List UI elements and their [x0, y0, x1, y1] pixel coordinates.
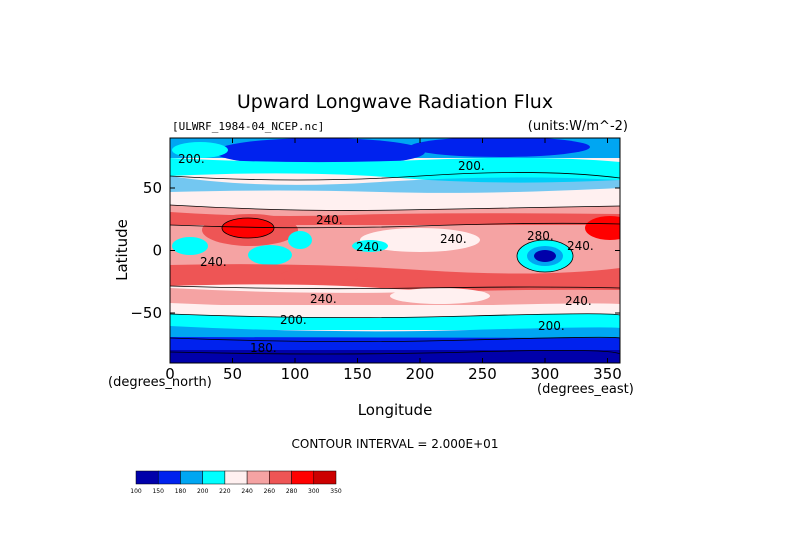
contour-label: 240. — [200, 255, 227, 269]
y-unit-label: (degrees_north) — [108, 375, 212, 390]
contour-interval-label: CONTOUR INTERVAL = 2.000E+01 — [292, 437, 499, 451]
x-unit-label: (degrees_east) — [537, 382, 634, 397]
colorbar-level-label: 180 — [175, 488, 187, 495]
contour-label: 200. — [178, 152, 205, 166]
contour-label: 240. — [310, 292, 337, 306]
colorbar-level-label: 240 — [241, 488, 253, 495]
x-tick-label: 100 — [281, 365, 310, 383]
contour-label: 240. — [567, 239, 594, 253]
contour-label: 200. — [538, 319, 565, 333]
contour-label: 200. — [280, 313, 307, 327]
y-tick-label: −50 — [130, 304, 162, 322]
x-axis-title: Longitude — [358, 401, 433, 419]
colorbar-swatch — [180, 470, 203, 485]
colorbar-level-label: 100 — [130, 488, 142, 495]
contour-label: 240. — [565, 294, 592, 308]
x-tick-label: 250 — [468, 365, 497, 383]
colorbar-level-label: 350 — [330, 488, 342, 495]
contour-label: 240. — [316, 213, 343, 227]
contour-label: 200. — [458, 159, 485, 173]
colorbar-level-label: 260 — [264, 488, 276, 495]
colorbar-swatch — [135, 470, 159, 485]
y-axis-title: Latitude — [113, 219, 131, 281]
colorbar-swatch — [202, 470, 226, 485]
colorbar-swatch — [291, 470, 315, 485]
x-tick-label: 0 — [165, 365, 175, 383]
colorbar-swatch — [269, 470, 292, 485]
colorbar-swatch — [313, 470, 337, 485]
contour-label: 240. — [440, 232, 467, 246]
source-label: [ULWRF_1984-04_NCEP.nc] — [172, 120, 324, 133]
x-tick-label: 50 — [223, 365, 242, 383]
colorbar-level-label: 220 — [219, 488, 231, 495]
x-tick-label: 300 — [531, 365, 560, 383]
colorbar-level-label: 150 — [152, 488, 164, 495]
units-label: (units:W/m^-2) — [528, 119, 628, 134]
colorbar-swatch — [246, 470, 270, 485]
x-axis: 0 50 100 150 200 250 300 350 — [165, 138, 622, 383]
y-tick-label: 50 — [143, 179, 162, 197]
chart-title: Upward Longwave Radiation Flux — [237, 91, 553, 113]
colorbar-level-label: 300 — [308, 488, 320, 495]
x-tick-label: 350 — [593, 365, 622, 383]
contour-label: 180. — [250, 341, 277, 355]
field-map — [170, 138, 620, 363]
colorbar-level-label: 280 — [286, 488, 298, 495]
colorbar-level-label: 200 — [197, 488, 209, 495]
y-axis: 50 0 −50 — [130, 179, 620, 322]
colorbar-swatch — [224, 470, 248, 485]
colorbar: 100 150 180 200 220 240 260 280 300 350 — [130, 470, 342, 495]
x-tick-label: 150 — [343, 365, 372, 383]
colorbar-swatch — [157, 470, 181, 485]
contour-label: 280. — [527, 229, 554, 243]
contour-label: 240. — [356, 240, 383, 254]
x-tick-label: 200 — [406, 365, 435, 383]
y-tick-label: 0 — [152, 242, 162, 260]
contour-labels: 200. 200.240.240.240.240.280.240.240. 240.… — [178, 152, 594, 355]
